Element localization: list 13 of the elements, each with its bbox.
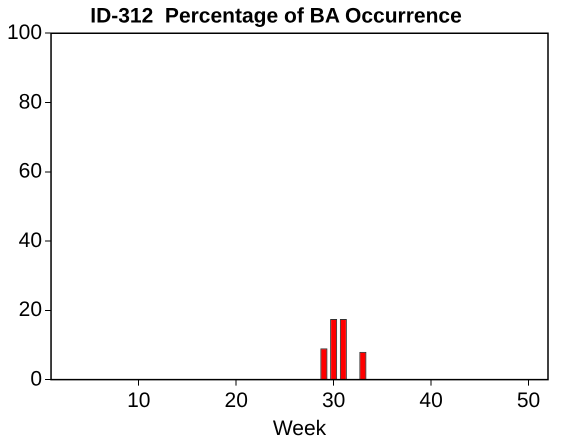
y-tick-label: 40 (18, 228, 42, 252)
chart-title: ID-312 Percentage of BA Occurrence (90, 4, 462, 28)
y-tick-label: 0 (30, 367, 42, 390)
x-tick-label: 30 (322, 388, 346, 412)
y-tick-label: 100 (6, 20, 42, 44)
x-tick-label: 40 (419, 388, 443, 412)
x-axis-title: Week (272, 417, 327, 440)
y-tick-label: 20 (18, 298, 42, 322)
x-tick-label: 20 (224, 388, 248, 412)
y-tick-label: 60 (18, 160, 42, 183)
y-tick-label: 80 (18, 90, 42, 114)
x-tick-label: 10 (127, 388, 150, 412)
x-tick-label: 50 (516, 388, 540, 412)
